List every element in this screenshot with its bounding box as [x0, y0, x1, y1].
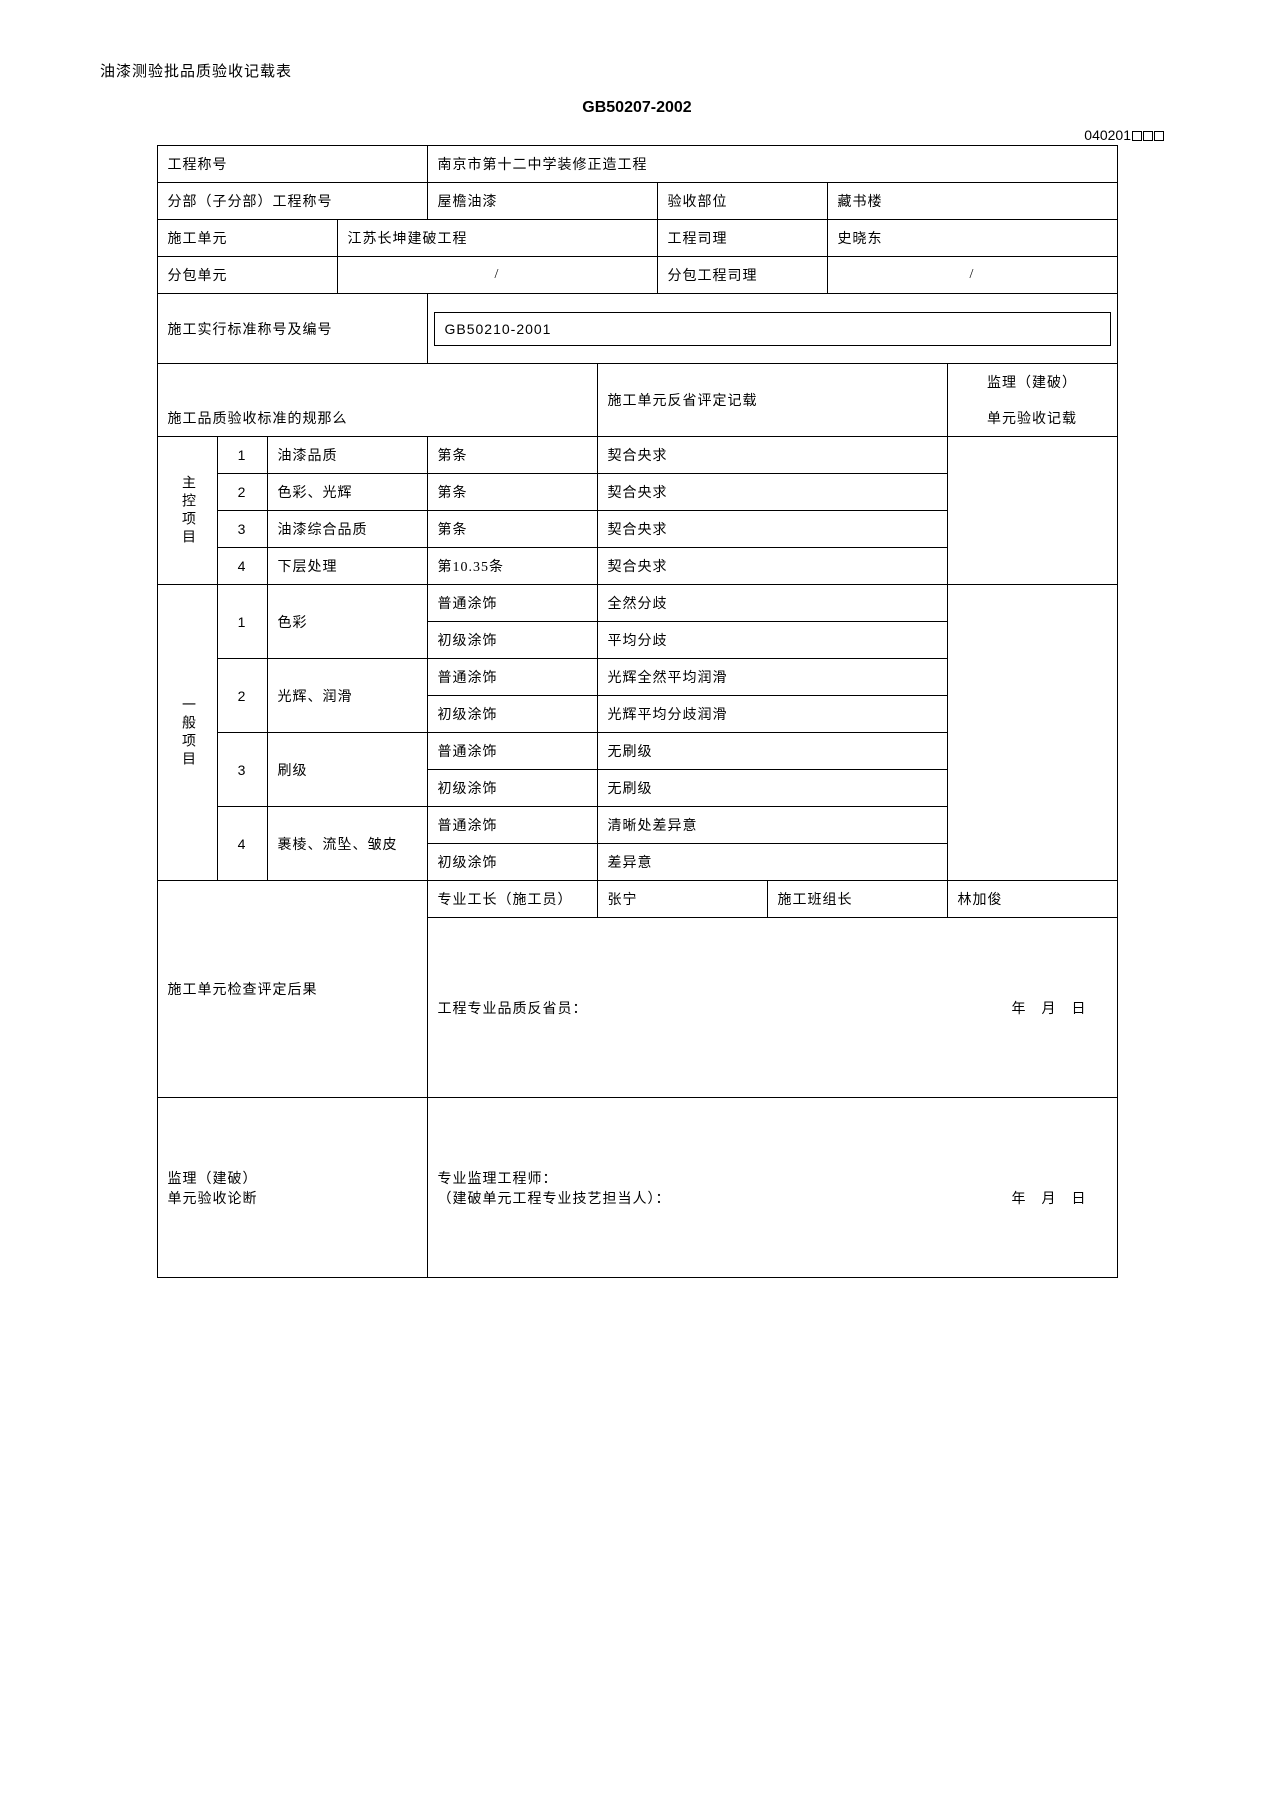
document-code: GB50207-2002 [100, 99, 1174, 117]
sub-project-label: 分部（子分部）工程称号 [157, 183, 427, 220]
supervisor-record-label-2: 单元验收记载 [947, 400, 1117, 437]
gen-item-4-result-a: 清晰处差异意 [597, 807, 947, 844]
form-number-prefix: 040201 [1084, 127, 1131, 143]
main-item-result-3: 契合央求 [597, 511, 947, 548]
supervisor-engineer-label: 专业监理工程师： [438, 1168, 1107, 1188]
gen-item-no-1: 1 [217, 585, 267, 659]
supervisor-date: 年 月 日 [1012, 1188, 1107, 1208]
main-item-name-2: 色彩、光辉 [267, 474, 427, 511]
project-manager-label: 工程司理 [657, 220, 827, 257]
gen-item-no-2: 2 [217, 659, 267, 733]
gen-item-3-result-b: 无刷级 [597, 770, 947, 807]
accept-part-label: 验收部位 [657, 183, 827, 220]
gen-item-4-result-b: 差异意 [597, 844, 947, 881]
team-leader-label: 施工班组长 [767, 881, 947, 918]
main-item-name-1: 油漆品质 [267, 437, 427, 474]
main-group-text: 主控项目 [168, 475, 207, 547]
sub-project-value: 屋檐油漆 [427, 183, 657, 220]
subcontract-unit-value: / [337, 257, 657, 294]
standard-value-cell: GB50210-2001 [427, 294, 1117, 364]
subcontract-unit-label: 分包单元 [157, 257, 337, 294]
supervisor-conclusion-label-cell: 监理（建破） 单元验收论断 [157, 1098, 427, 1278]
spec-label: 施工品质验收标准的规那么 [157, 364, 597, 437]
gen-item-3-clause-b: 初级涂饰 [427, 770, 597, 807]
gen-item-3-clause-a: 普通涂饰 [427, 733, 597, 770]
general-group-text: 一般项目 [168, 697, 207, 769]
inspection-form-table: 工程称号 南京市第十二中学装修正造工程 分部（子分部）工程称号 屋檐油漆 验收部… [157, 145, 1118, 1278]
foreman-label: 专业工长（施工员） [427, 881, 597, 918]
main-item-no-4: 4 [217, 548, 267, 585]
construction-unit-value: 江苏长坤建破工程 [337, 220, 657, 257]
gen-item-no-3: 3 [217, 733, 267, 807]
form-number-boxes [1131, 127, 1164, 143]
gen-item-2-clause-b: 初级涂饰 [427, 696, 597, 733]
foreman-value: 张宁 [597, 881, 767, 918]
gen-item-1-result-a: 全然分歧 [597, 585, 947, 622]
gen-item-1-clause-b: 初级涂饰 [427, 622, 597, 659]
main-item-clause-4: 第10.35条 [427, 548, 597, 585]
subcontract-manager-value: / [827, 257, 1117, 294]
unit-check-label: 施工单元检查评定后果 [157, 881, 427, 1098]
general-supervisor-col [947, 585, 1117, 881]
unit-self-eval-label: 施工单元反省评定记载 [597, 364, 947, 437]
tech-person-label: （建破单元工程专业技艺担当人）： [438, 1188, 671, 1208]
main-item-no-2: 2 [217, 474, 267, 511]
form-number: 040201 [100, 127, 1174, 143]
general-group-label: 一般项目 [157, 585, 217, 881]
quality-inspector-label: 工程专业品质反省员： [438, 998, 588, 1018]
gen-item-4-clause-b: 初级涂饰 [427, 844, 597, 881]
gen-item-2-clause-a: 普通涂饰 [427, 659, 597, 696]
gen-item-2-result-b: 光辉平均分歧润滑 [597, 696, 947, 733]
accept-part-value: 藏书楼 [827, 183, 1117, 220]
gen-item-name-1: 色彩 [267, 585, 427, 659]
main-item-result-4: 契合央求 [597, 548, 947, 585]
gen-item-1-result-b: 平均分歧 [597, 622, 947, 659]
standard-value: GB50210-2001 [434, 312, 1111, 346]
quality-inspector-cell: 工程专业品质反省员： 年 月 日 [427, 918, 1117, 1098]
main-supervisor-col [947, 437, 1117, 585]
gen-item-2-result-a: 光辉全然平均润滑 [597, 659, 947, 696]
quality-inspector-date: 年 月 日 [1012, 998, 1107, 1018]
project-manager-value: 史晓东 [827, 220, 1117, 257]
main-item-result-2: 契合央求 [597, 474, 947, 511]
gen-item-name-4: 裹棱、流坠、皱皮 [267, 807, 427, 881]
supervisor-engineer-cell: 专业监理工程师： （建破单元工程专业技艺担当人）： 年 月 日 [427, 1098, 1117, 1278]
supervisor-record-label-1: 监理（建破） [947, 364, 1117, 401]
main-item-result-1: 契合央求 [597, 437, 947, 474]
gen-item-name-2: 光辉、润滑 [267, 659, 427, 733]
main-item-clause-2: 第条 [427, 474, 597, 511]
construction-unit-label: 施工单元 [157, 220, 337, 257]
main-group-label: 主控项目 [157, 437, 217, 585]
document-title: 油漆测验批品质验收记载表 [100, 60, 1174, 81]
project-name-value: 南京市第十二中学装修正造工程 [427, 146, 1117, 183]
gen-item-1-clause-a: 普通涂饰 [427, 585, 597, 622]
gen-item-3-result-a: 无刷级 [597, 733, 947, 770]
project-name-label: 工程称号 [157, 146, 427, 183]
gen-item-4-clause-a: 普通涂饰 [427, 807, 597, 844]
main-item-name-3: 油漆综合品质 [267, 511, 427, 548]
gen-item-name-3: 刷级 [267, 733, 427, 807]
main-item-name-4: 下层处理 [267, 548, 427, 585]
supervisor-conclusion-label-2: 单元验收论断 [168, 1188, 417, 1208]
main-item-clause-3: 第条 [427, 511, 597, 548]
team-leader-value: 林加俊 [947, 881, 1117, 918]
standard-label: 施工实行标准称号及编号 [157, 294, 427, 364]
main-item-no-3: 3 [217, 511, 267, 548]
main-item-no-1: 1 [217, 437, 267, 474]
gen-item-no-4: 4 [217, 807, 267, 881]
supervisor-conclusion-label-1: 监理（建破） [168, 1168, 417, 1188]
main-item-clause-1: 第条 [427, 437, 597, 474]
subcontract-manager-label: 分包工程司理 [657, 257, 827, 294]
